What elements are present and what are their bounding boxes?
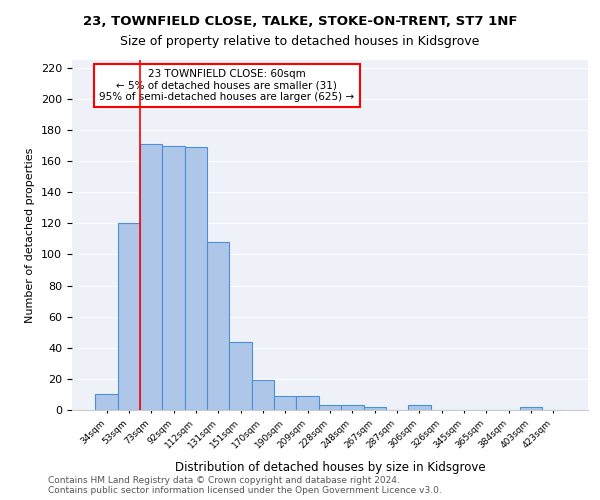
Bar (140, 144, 163, 410)
Text: 23, TOWNFIELD CLOSE, TALKE, STOKE-ON-TRENT, ST7 1NF: 23, TOWNFIELD CLOSE, TALKE, STOKE-ON-TRE… (83, 15, 517, 28)
Y-axis label: Number of detached properties: Number of detached properties (25, 148, 35, 322)
Text: 23 TOWNFIELD CLOSE: 60sqm
← 5% of detached houses are smaller (31)
95% of semi-d: 23 TOWNFIELD CLOSE: 60sqm ← 5% of detach… (99, 69, 355, 102)
Text: Contains HM Land Registry data © Crown copyright and database right 2024.
Contai: Contains HM Land Registry data © Crown c… (48, 476, 442, 495)
Bar (207, 242, 229, 410)
Bar (408, 406, 431, 410)
Text: Size of property relative to detached houses in Kidsgrove: Size of property relative to detached ho… (121, 35, 479, 48)
Bar (229, 342, 252, 410)
Bar (95, 394, 118, 410)
Bar (163, 146, 185, 410)
Bar (185, 147, 207, 410)
Bar (296, 396, 319, 410)
Bar (364, 407, 386, 410)
Bar (319, 406, 341, 410)
Bar (118, 224, 140, 410)
X-axis label: Distribution of detached houses by size in Kidsgrove: Distribution of detached houses by size … (175, 461, 485, 474)
Bar (274, 396, 296, 410)
Bar (252, 380, 274, 410)
Bar (341, 406, 364, 410)
Bar (520, 407, 542, 410)
